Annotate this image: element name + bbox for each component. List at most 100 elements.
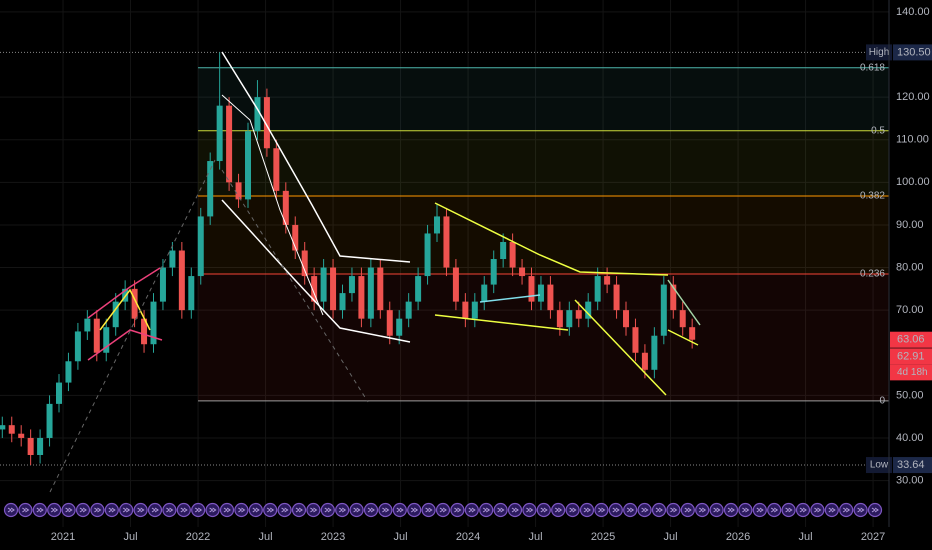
event-icon-glyph	[612, 507, 620, 513]
price-tag	[890, 331, 932, 348]
candle-body	[613, 284, 620, 311]
candle-body	[670, 284, 677, 311]
event-icon-glyph	[799, 507, 807, 513]
event-icon-glyph	[540, 507, 548, 513]
candle-body	[8, 425, 15, 434]
event-icon-glyph	[94, 507, 102, 513]
event-icon-glyph	[511, 507, 519, 513]
candle-body	[471, 301, 478, 319]
event-icon-glyph	[482, 507, 491, 513]
y-tick-label: 140.00	[896, 6, 930, 18]
event-icon-glyph	[310, 507, 318, 513]
candle-body	[150, 301, 157, 345]
extreme-value: 33.64	[897, 459, 925, 471]
event-icon-glyph	[770, 507, 779, 513]
extreme-name-box	[866, 44, 892, 61]
candle-body	[46, 403, 53, 438]
candle-body	[632, 327, 639, 353]
event-icon-glyph	[439, 507, 447, 513]
trendline	[221, 199, 411, 343]
event-icon-glyph	[295, 507, 303, 513]
trendline	[434, 314, 569, 331]
candle-body	[490, 259, 497, 285]
event-icon-glyph	[266, 507, 275, 513]
candle-body	[37, 437, 44, 456]
candle-body	[245, 131, 252, 200]
candle-body	[604, 276, 611, 285]
trendline	[434, 202, 669, 276]
candle-body	[358, 276, 365, 319]
event-icon-glyph	[410, 507, 419, 513]
event-icon-glyph	[396, 507, 404, 513]
candle-body	[679, 310, 686, 328]
candle-body	[348, 276, 355, 294]
event-icon-glyph	[223, 507, 231, 513]
candle-body	[0, 425, 6, 430]
candle-body	[339, 293, 346, 311]
candle-body	[169, 250, 176, 268]
fib-label: 0.236	[860, 269, 885, 280]
y-tick-label: 100.00	[896, 176, 930, 188]
candle-body	[311, 276, 318, 302]
x-tick-label: Jul	[664, 531, 678, 543]
event-icon-glyph	[137, 507, 145, 513]
event-icon-glyph	[382, 507, 390, 513]
x-tick-label: 2027	[861, 531, 885, 543]
trendline	[221, 51, 411, 263]
wave-line	[221, 94, 324, 316]
candle-body	[386, 310, 393, 336]
event-icon-glyph	[626, 507, 635, 513]
candle-body	[443, 216, 450, 268]
candle-body	[434, 216, 441, 234]
extreme-name-box	[866, 457, 892, 474]
candle-body	[575, 310, 582, 319]
candle-body	[159, 267, 166, 302]
event-icon-glyph	[367, 507, 375, 513]
event-icon-glyph	[209, 507, 217, 513]
candle-body	[55, 382, 62, 404]
event-icon-glyph	[598, 507, 606, 513]
candle-body	[292, 224, 299, 251]
candle-body	[528, 276, 535, 302]
event-icon-glyph	[742, 507, 750, 513]
event-icon-glyph	[526, 507, 534, 513]
price-tag	[890, 348, 932, 365]
icon-row	[3, 502, 883, 518]
candle-body	[178, 250, 185, 311]
candle-body	[500, 241, 507, 260]
candle-body	[188, 276, 195, 311]
candle-body	[641, 352, 648, 370]
candle-body	[320, 267, 327, 302]
event-icon-glyph	[785, 507, 793, 513]
x-tick-label: Jul	[529, 531, 543, 543]
extreme-name: Low	[870, 460, 889, 471]
fib-zone	[198, 195, 890, 274]
price-tag-label: 62.91	[897, 350, 925, 362]
y-tick-label: 110.00	[896, 134, 929, 146]
candle-body	[566, 310, 573, 328]
trendline	[87, 329, 163, 361]
candle-body	[452, 267, 459, 302]
extreme-name: High	[869, 47, 890, 58]
event-icon-glyph	[180, 507, 188, 513]
candle-body	[547, 284, 554, 311]
event-icon-glyph	[857, 507, 865, 513]
event-icon-glyph	[338, 507, 347, 513]
event-icon-glyph	[151, 507, 159, 513]
candle-body	[235, 182, 242, 200]
event-icon-glyph	[454, 507, 462, 513]
candle-body	[462, 301, 469, 319]
candle-body	[537, 284, 544, 302]
event-icon-glyph	[698, 507, 707, 513]
event-icon-glyph	[713, 507, 721, 513]
x-tick-label: 2023	[321, 531, 345, 543]
x-tick-label: Jul	[799, 531, 813, 543]
candle-body	[197, 216, 204, 277]
countdown-box	[890, 364, 932, 381]
dashed-line	[221, 169, 369, 403]
y-tick-label: 50.00	[896, 389, 924, 401]
trendline	[574, 299, 667, 396]
event-icon-glyph	[727, 507, 735, 513]
candle-body	[424, 233, 431, 277]
extreme-tag	[893, 457, 932, 474]
